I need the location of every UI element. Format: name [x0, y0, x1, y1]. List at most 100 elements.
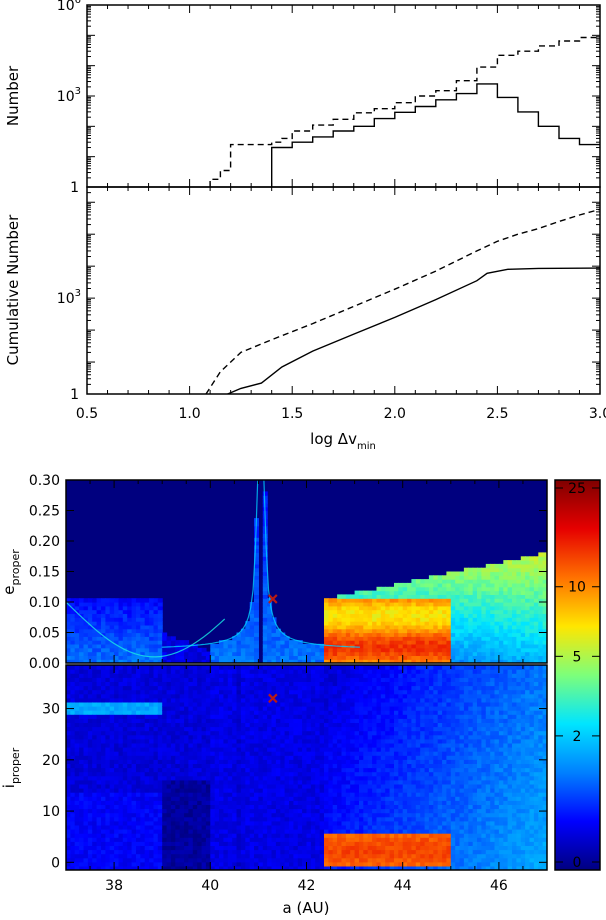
- e-proper-cell: [507, 605, 513, 611]
- e-proper-cell: [538, 594, 544, 599]
- i-proper-cell: [101, 788, 106, 793]
- e-proper-cell: [254, 544, 259, 550]
- i-proper-cell: [214, 812, 220, 818]
- e-proper-cell: [92, 628, 98, 634]
- i-proper-cell: [140, 759, 146, 764]
- i-proper-cell: [149, 738, 155, 744]
- i-proper-cell: [188, 824, 194, 830]
- i-proper-cell: [144, 673, 150, 678]
- i-proper-cell: [275, 677, 281, 682]
- e-proper-cell: [529, 567, 535, 573]
- i-proper-cell: [232, 747, 238, 752]
- e-proper-cell: [376, 594, 382, 599]
- i-proper-cell: [219, 755, 224, 760]
- i-proper-cell: [101, 747, 106, 752]
- i-proper-cell: [184, 771, 190, 777]
- i-proper-cell: [131, 783, 137, 789]
- e-proper-cell: [542, 632, 547, 637]
- i-proper-cell: [140, 808, 146, 814]
- i-proper-cell: [214, 734, 220, 740]
- i-proper-cell: [275, 861, 281, 867]
- i-proper-cell: [197, 775, 203, 781]
- i-proper-cell: [289, 726, 294, 732]
- i-proper-cell: [144, 710, 150, 715]
- e-proper-cell: [398, 643, 404, 649]
- i-proper-cell: [140, 824, 146, 830]
- e-proper-cell: [516, 655, 522, 660]
- e-proper-cell: [450, 640, 456, 645]
- i-proper-cell: [101, 779, 106, 785]
- e-proper-cell: [533, 617, 539, 622]
- i-proper-cell: [149, 710, 155, 715]
- e-proper-cell: [232, 647, 238, 653]
- e-proper-cell: [516, 624, 522, 630]
- e-proper-cell: [271, 640, 277, 645]
- i-proper-cell: [153, 796, 159, 801]
- e-proper-cell: [363, 647, 369, 653]
- i-proper-cell: [223, 861, 229, 867]
- i-proper-cell: [157, 759, 163, 764]
- e-proper-cell: [87, 632, 93, 637]
- i-proper-cell: [293, 718, 299, 723]
- i-proper-cell: [240, 829, 246, 834]
- e-proper-cell: [411, 609, 417, 615]
- e-proper-cell: [131, 598, 137, 603]
- i-proper-cell: [105, 747, 111, 752]
- e-proper-cell: [105, 640, 111, 645]
- e-proper-ytick-label: 0.25: [29, 504, 60, 520]
- e-proper-cell: [354, 602, 360, 607]
- e-proper-cell: [538, 643, 544, 649]
- e-proper-cell: [490, 602, 496, 607]
- e-proper-cell: [402, 651, 408, 657]
- i-proper-cell: [227, 812, 233, 818]
- i-proper-cell: [267, 788, 273, 793]
- e-proper-cell: [415, 594, 421, 599]
- e-proper-cell: [542, 552, 547, 557]
- i-proper-cell: [66, 861, 71, 867]
- e-proper-cell: [275, 636, 281, 641]
- e-proper-cell: [389, 655, 395, 660]
- e-proper-cell: [428, 586, 434, 592]
- i-proper-cell: [293, 767, 299, 773]
- e-proper-cell: [175, 647, 181, 653]
- e-proper-cell: [153, 617, 159, 622]
- i-proper-cell: [205, 845, 211, 851]
- i-proper-cell: [170, 689, 176, 695]
- i-proper-cell: [227, 824, 233, 830]
- i-proper-cell: [131, 788, 137, 793]
- i-proper-cell: [162, 841, 168, 846]
- i-proper-cell: [210, 689, 216, 695]
- i-proper-cell: [170, 767, 176, 773]
- i-proper-cell: [175, 747, 181, 752]
- i-proper-cell: [87, 751, 93, 756]
- e-proper-cell: [463, 632, 469, 637]
- i-proper-cell: [87, 861, 93, 867]
- i-proper-cell: [232, 681, 238, 687]
- e-proper-cell: [319, 659, 325, 663]
- e-proper-cell: [101, 655, 106, 660]
- i-proper-cell: [114, 812, 120, 818]
- e-proper-cell: [459, 602, 465, 607]
- e-proper-cell: [337, 636, 343, 641]
- i-proper-cell: [227, 689, 233, 695]
- i-proper-cell: [153, 714, 159, 719]
- i-proper-cell: [240, 775, 246, 781]
- i-proper-cell: [258, 734, 264, 740]
- i-proper-cell: [118, 845, 124, 851]
- i-proper-cell: [219, 689, 224, 695]
- e-proper-cell: [542, 621, 547, 626]
- i-proper-cell: [184, 808, 190, 814]
- i-proper-cell: [284, 804, 290, 810]
- i-proper-cell: [118, 849, 124, 855]
- e-proper-cell: [468, 575, 474, 580]
- e-proper-cell: [114, 659, 120, 663]
- i-proper-cell: [170, 833, 176, 838]
- e-proper-cell: [468, 624, 474, 630]
- e-proper-cell: [114, 632, 120, 637]
- e-proper-cell: [74, 617, 80, 622]
- i-proper-cell: [92, 783, 98, 789]
- e-proper-cell: [240, 643, 246, 649]
- i-proper-cell: [210, 800, 216, 805]
- i-proper-cell: [280, 783, 286, 789]
- i-proper-cell: [157, 853, 163, 859]
